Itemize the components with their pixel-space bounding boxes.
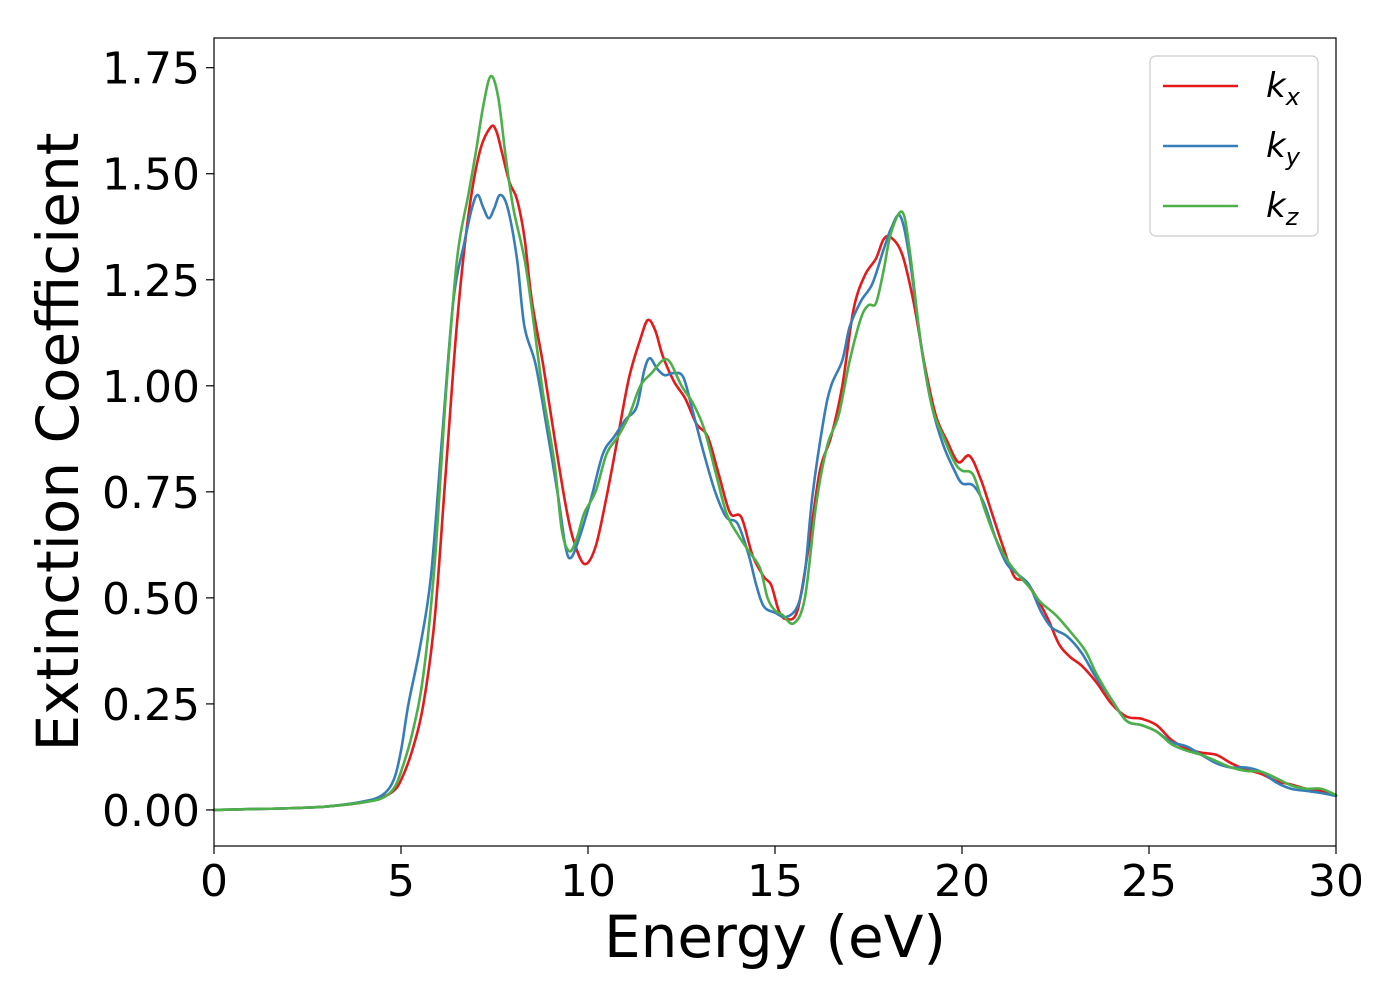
x-tick-label: 20 xyxy=(934,856,990,907)
y-axis-ticks: 0.00 0.25 0.50 0.75 1.00 1.25 1.50 1.75 xyxy=(102,44,214,837)
x-tick-label: 5 xyxy=(387,856,415,907)
series-line-kx xyxy=(212,124,1338,812)
series-layer xyxy=(212,74,1338,812)
plot-background xyxy=(214,38,1336,846)
x-tick-label: 0 xyxy=(200,856,228,907)
y-tick-label: 1.75 xyxy=(102,44,200,95)
x-tick-label: 25 xyxy=(1121,856,1177,907)
legend: kx ky kz xyxy=(1149,55,1319,237)
legend-items: kx ky kz xyxy=(1163,66,1301,231)
y-tick-label: 0.00 xyxy=(102,786,200,837)
y-tick-label: 0.25 xyxy=(102,680,200,731)
y-tick-label: 0.75 xyxy=(102,468,200,519)
y-tick-label: 1.50 xyxy=(102,150,200,201)
series-line-ky xyxy=(212,193,1338,812)
x-tick-label: 10 xyxy=(560,856,616,907)
y-axis-title: Extinction Coefficient xyxy=(24,133,92,752)
x-axis-ticks: 0 5 10 15 20 25 30 xyxy=(200,846,1364,907)
legend-label-kz: kz xyxy=(1266,186,1300,231)
x-tick-label: 30 xyxy=(1308,856,1364,907)
series-line-kz xyxy=(212,74,1338,812)
y-tick-label: 1.25 xyxy=(102,256,200,307)
legend-label-ky: ky xyxy=(1266,126,1301,171)
y-tick-label: 0.50 xyxy=(102,574,200,625)
legend-label-kx: kx xyxy=(1266,66,1301,111)
y-tick-label: 1.00 xyxy=(102,362,200,413)
x-tick-label: 15 xyxy=(747,856,803,907)
x-axis-title: Energy (eV) xyxy=(604,903,946,971)
